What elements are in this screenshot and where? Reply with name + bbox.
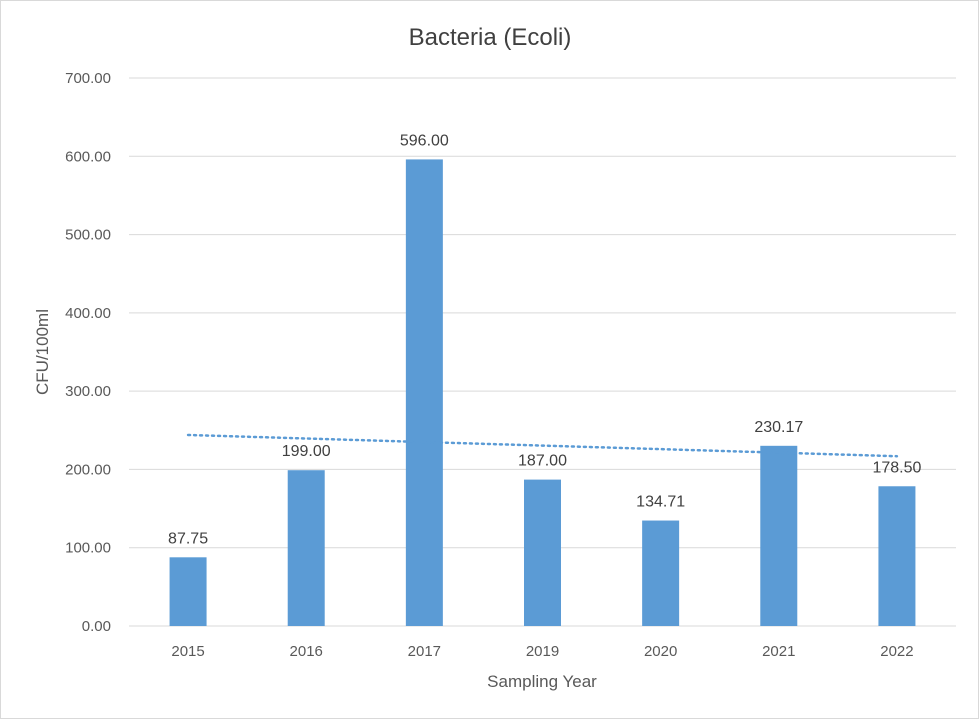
x-axis-title: Sampling Year — [487, 672, 597, 691]
data-label-2020: 134.71 — [636, 494, 685, 511]
y-tick-label: 0.00 — [82, 618, 111, 635]
y-tick-label: 600.00 — [65, 148, 111, 165]
x-tick-label: 2022 — [880, 643, 913, 660]
x-tick-label: 2021 — [762, 643, 795, 660]
data-label-2021: 230.17 — [754, 419, 803, 436]
bar-2019 — [524, 479, 561, 626]
bars — [169, 159, 916, 626]
x-tick-label: 2020 — [644, 643, 677, 660]
data-label-2019: 187.00 — [518, 453, 567, 470]
data-label-2016: 199.00 — [282, 443, 331, 460]
x-tick-label: 2016 — [290, 643, 323, 660]
bar-2017 — [405, 159, 443, 626]
bar-2015 — [169, 557, 207, 626]
x-tick-label: 2015 — [171, 643, 204, 660]
bar-2021 — [760, 445, 798, 626]
data-label-2022: 178.50 — [872, 459, 921, 476]
y-tick-label: 400.00 — [65, 305, 111, 322]
y-tick-label: 100.00 — [65, 540, 111, 557]
y-tick-label: 500.00 — [65, 227, 111, 244]
trendline-group — [186, 433, 899, 458]
x-tick-label: 2017 — [408, 643, 441, 660]
y-axis-title: CFU/100ml — [33, 309, 52, 395]
bar-2022 — [878, 486, 916, 626]
chart-title: Bacteria (Ecoli) — [409, 24, 572, 51]
x-tick-label: 2019 — [526, 643, 559, 660]
gridlines — [129, 77, 956, 627]
bar-2016 — [287, 470, 325, 626]
trendline — [186, 433, 899, 458]
y-tick-label: 200.00 — [65, 461, 111, 478]
data-labels: 87.75 199.00 596.00 187.00 134.71 230.17 178.5… — [168, 132, 921, 547]
y-axis-ticks: 0.00 100.00 200.00 300.00 400.00 500.00 600.00… — [65, 70, 111, 635]
data-label-2015: 87.75 — [168, 530, 208, 547]
data-label-2017: 596.00 — [400, 132, 449, 149]
y-tick-label: 700.00 — [65, 70, 111, 87]
y-tick-label: 300.00 — [65, 383, 111, 400]
bar-2020 — [642, 520, 680, 626]
x-axis-ticks: 2015 2016 2017 2019 2020 2021 2022 — [171, 643, 913, 660]
